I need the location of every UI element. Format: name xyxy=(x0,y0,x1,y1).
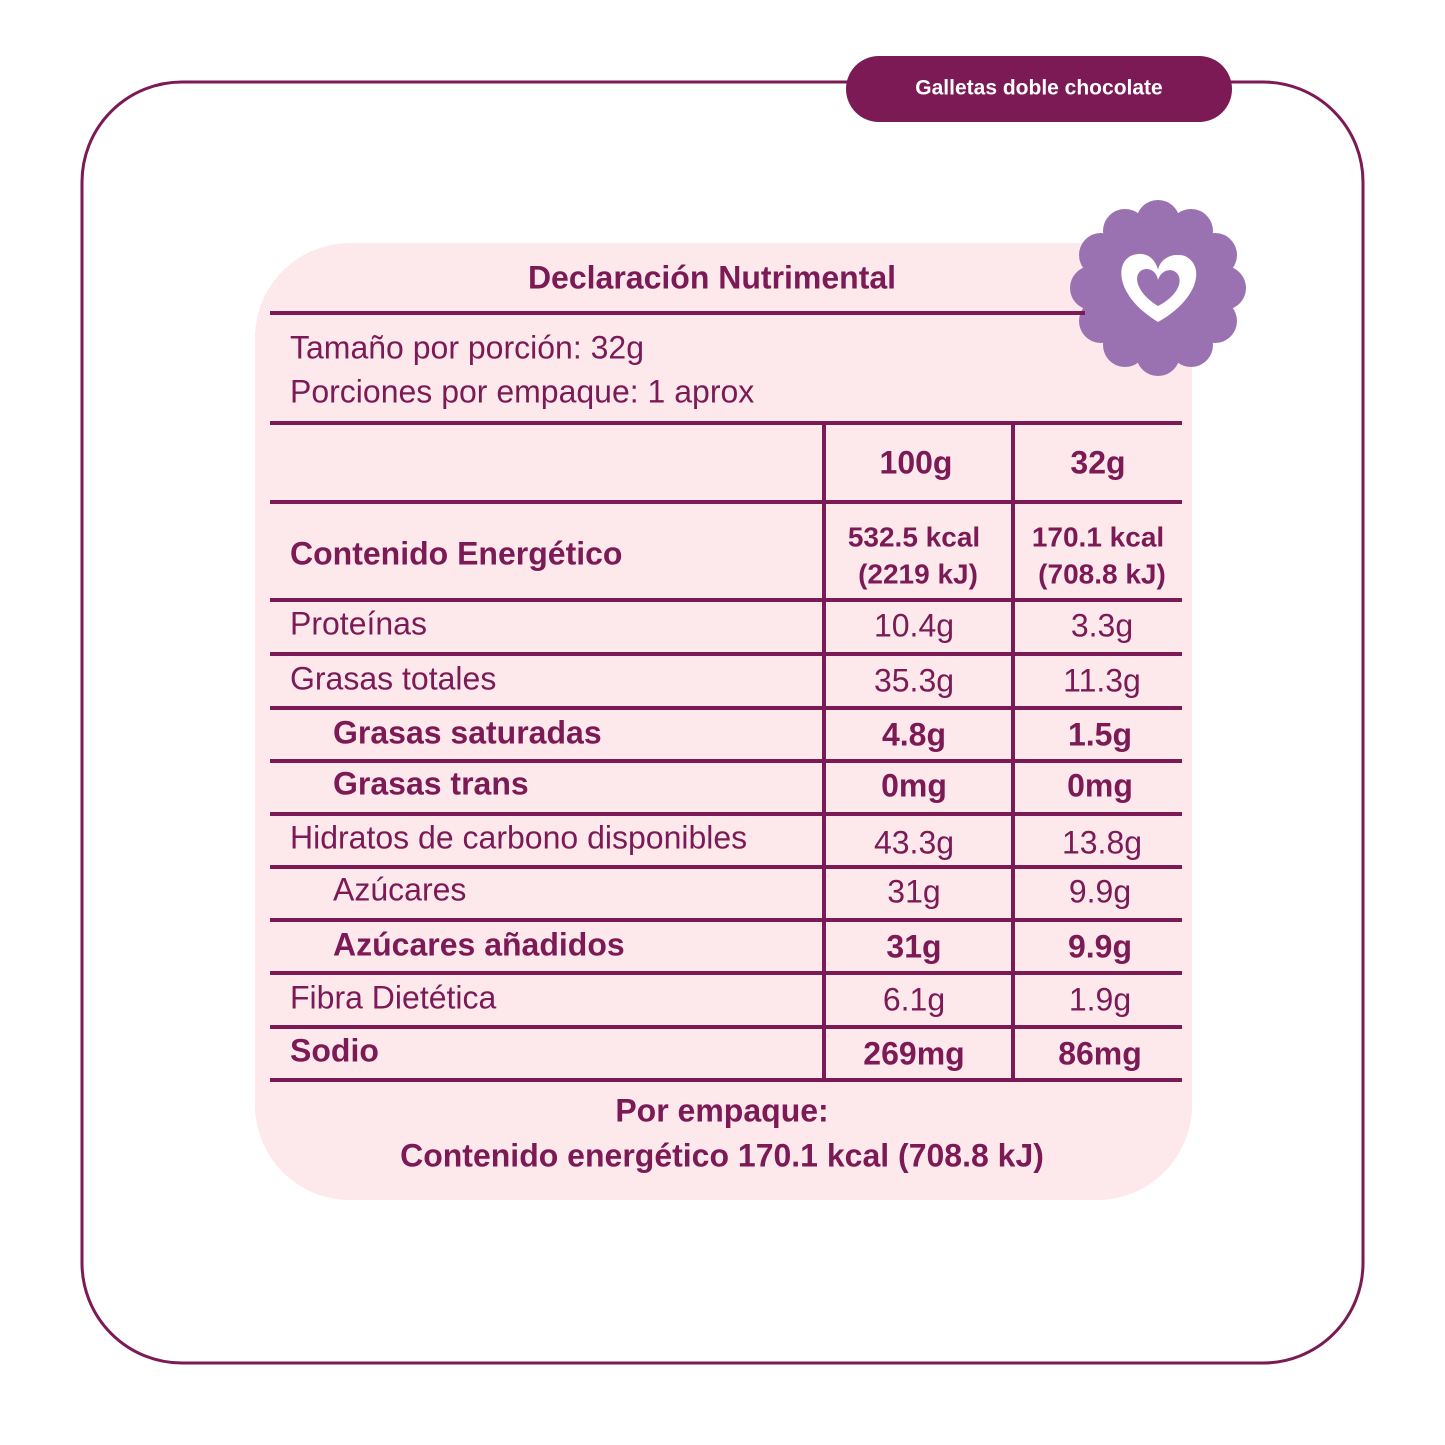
row-label: Hidratos de carbono disponibles xyxy=(290,819,747,855)
footer: Por empaque: xyxy=(615,1092,828,1128)
label-panel xyxy=(255,243,1192,1200)
cell: 9.9g xyxy=(1068,928,1132,964)
cell: 0mg xyxy=(881,767,947,803)
cell: 86mg xyxy=(1058,1035,1142,1071)
cell: 9.9g xyxy=(1069,873,1131,909)
row-label: Grasas totales xyxy=(290,660,496,696)
cell: 532.5 kcal xyxy=(848,521,980,552)
cell: 170.1 kcal xyxy=(1032,521,1164,552)
table-rules xyxy=(270,421,1182,1082)
servings-per-pack: Porciones por empaque: 1 aprox xyxy=(290,373,754,409)
cell: 1.9g xyxy=(1069,981,1131,1017)
cell: 4.8g xyxy=(882,716,946,752)
serving-size: Tamaño por porción: 32g xyxy=(290,329,644,365)
cell: 43.3g xyxy=(874,824,954,860)
row-label: Sodio xyxy=(290,1032,379,1068)
cell: 31g xyxy=(887,873,940,909)
row-label: Grasas saturadas xyxy=(333,714,602,750)
cell: 11.3g xyxy=(1063,662,1141,698)
cell: 35.3g xyxy=(874,662,954,698)
badge xyxy=(1070,200,1246,376)
cell: (708.8 kJ) xyxy=(1038,558,1166,589)
cell: 6.1g xyxy=(883,981,945,1017)
tag: Galletas doble chocolate xyxy=(915,77,1162,100)
cell: 13.8g xyxy=(1062,824,1142,860)
cell: 3.3g xyxy=(1071,607,1133,643)
column-header: 32g xyxy=(1070,444,1125,480)
footer: Contenido energético 170.1 kcal (708.8 k… xyxy=(400,1137,1044,1173)
cell: 269mg xyxy=(863,1035,964,1071)
row-label: Azúcares xyxy=(333,871,466,907)
cell: 0mg xyxy=(1067,767,1133,803)
cell: 10.4g xyxy=(874,607,954,643)
title: Declaración Nutrimental xyxy=(528,259,896,295)
cell: (2219 kJ) xyxy=(858,558,978,589)
cell: 1.5g xyxy=(1068,716,1132,752)
row-label: Grasas trans xyxy=(333,765,529,801)
row-label: Contenido Energético xyxy=(290,535,622,571)
column-header: 100g xyxy=(880,444,953,480)
tag-pill xyxy=(846,56,1232,122)
row-label: Azúcares añadidos xyxy=(333,926,625,962)
cell: 31g xyxy=(886,928,941,964)
row-label: Proteínas xyxy=(290,605,427,641)
row-label: Fibra Dietética xyxy=(290,979,497,1015)
